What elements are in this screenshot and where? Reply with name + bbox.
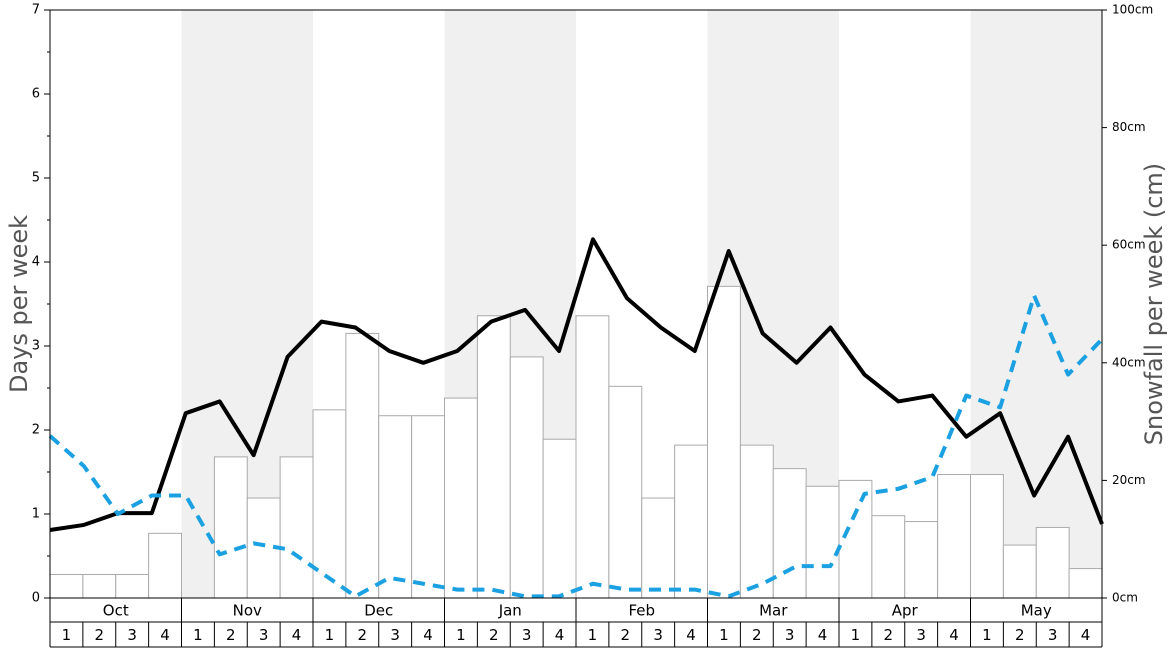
bar (1035, 526, 1070, 599)
x-tick-label: 1 (62, 626, 72, 644)
x-tick-label: 4 (686, 626, 696, 644)
bar (970, 474, 1004, 599)
month-label: Mar (759, 602, 788, 620)
month-label: Apr (892, 602, 919, 620)
x-tick-label: 3 (259, 626, 269, 644)
x-tick-label: 1 (982, 626, 992, 644)
x-tick-label: 4 (555, 626, 565, 644)
line (48, 293, 1104, 599)
bar (378, 415, 413, 599)
x-tick-label: 2 (1015, 626, 1025, 644)
bar (674, 444, 708, 599)
bar (115, 573, 150, 599)
bar (411, 415, 445, 599)
x-tick-label: 1 (325, 626, 335, 644)
month-label: Feb (628, 602, 655, 620)
y-tick-label: 4 (32, 255, 40, 270)
y-tick-label: 1 (32, 507, 40, 522)
x-tick-label: 4 (423, 626, 433, 644)
bar (575, 315, 610, 599)
y2-tick-label: 20cm (1112, 473, 1146, 487)
bar (509, 356, 544, 599)
y-tick-label: 5 (32, 171, 40, 186)
bar (542, 438, 577, 599)
bar (739, 444, 774, 599)
month-label: May (1021, 602, 1052, 620)
bar (213, 456, 248, 599)
y2-tick-label: 0cm (1112, 591, 1138, 605)
x-tick-label: 3 (785, 626, 795, 644)
x-tick-label: 4 (292, 626, 302, 644)
x-tick-label: 3 (127, 626, 137, 644)
bar (279, 456, 314, 599)
x-tick-label: 1 (719, 626, 729, 644)
bar (1068, 568, 1103, 599)
bar (772, 468, 807, 599)
x-tick-label: 2 (489, 626, 499, 644)
bar (345, 332, 380, 599)
x-tick-label: 4 (160, 626, 170, 644)
y2-tick-label: 40cm (1112, 355, 1146, 369)
month-label: Jan (498, 602, 522, 620)
bar (1002, 544, 1037, 599)
month-label: Nov (233, 602, 262, 620)
bar (476, 315, 511, 599)
month-label: Dec (364, 602, 393, 620)
x-tick-label: 1 (851, 626, 861, 644)
bar (608, 385, 643, 599)
x-tick-label: 2 (621, 626, 631, 644)
x-tick-label: 3 (522, 626, 532, 644)
bar (871, 515, 906, 599)
x-tick-label: 3 (653, 626, 663, 644)
x-tick-label: 1 (588, 626, 598, 644)
bar (838, 479, 873, 599)
bar (805, 485, 840, 599)
y2-axis-label: Snowfall per week (cm) (1140, 163, 1168, 445)
x-tick-label: 3 (916, 626, 926, 644)
y-tick-label: 6 (32, 87, 40, 102)
x-tick-label: 1 (193, 626, 203, 644)
y-axis-label: Days per week (5, 215, 33, 393)
bar (444, 397, 478, 599)
bar (148, 532, 182, 599)
bar (641, 497, 676, 599)
x-tick-label: 3 (1048, 626, 1058, 644)
x-tick-label: 3 (390, 626, 400, 644)
bar (82, 573, 117, 599)
month-label: Oct (103, 602, 129, 620)
x-tick-label: 4 (1081, 626, 1091, 644)
y2-tick-label: 100cm (1112, 3, 1153, 17)
x-tick-label: 4 (949, 626, 959, 644)
bar (707, 285, 741, 599)
y2-tick-label: 80cm (1112, 120, 1146, 134)
bar (312, 409, 347, 599)
x-tick-label: 2 (226, 626, 236, 644)
y2-tick-label: 60cm (1112, 238, 1146, 252)
x-tick-label: 4 (818, 626, 828, 644)
line (49, 237, 1104, 532)
bar (49, 573, 84, 599)
y-tick-label: 0 (32, 591, 40, 606)
bar (937, 474, 971, 599)
x-tick-label: 2 (884, 626, 894, 644)
y-tick-label: 3 (32, 339, 40, 354)
x-tick-label: 1 (456, 626, 466, 644)
y-tick-label: 7 (32, 3, 40, 18)
bar (904, 521, 939, 599)
x-tick-label: 2 (95, 626, 105, 644)
x-tick-label: 2 (752, 626, 762, 644)
x-tick-label: 2 (358, 626, 368, 644)
y-tick-label: 2 (32, 423, 40, 438)
